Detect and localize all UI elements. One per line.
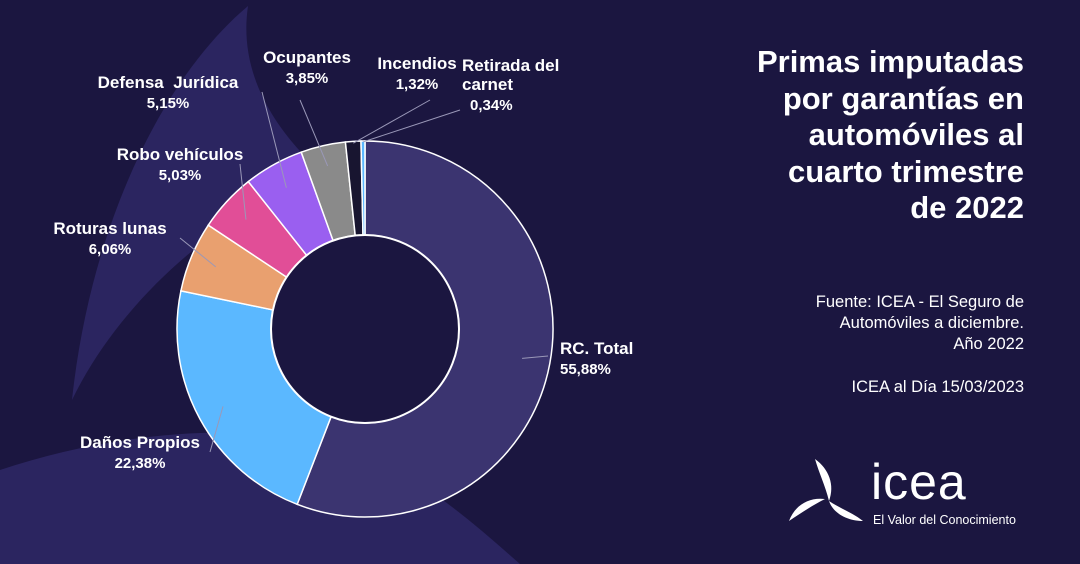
title-line: por garantías en [782,80,1024,116]
leader-line [179,237,217,268]
brand-tagline: El Valor del Conocimiento [873,513,1016,527]
slice-name-label: carnet [462,75,513,94]
slice-name-label: Retirada del [462,56,559,75]
slice-name-label: Roturas lunas [53,219,166,238]
slice-name-label: Robo vehículos [117,145,244,164]
slice-value-label: 5,03% [159,167,202,184]
source-line: Automóviles a diciembre. [839,314,1024,332]
leader-line [353,99,431,144]
slice-value-label: 55,88% [560,361,611,378]
slice-value-label: 0,34% [470,97,513,114]
slice-value-label: 5,15% [147,95,190,112]
title-line: Primas imputadas [756,44,1024,79]
slice-value-label: 3,85% [286,70,329,87]
slice-name-label: Incendios [377,54,456,73]
icea-logo: icea El Valor del Conocimiento [785,454,1035,535]
source-line: Fuente: ICEA - El Seguro de [815,293,1024,311]
slice-labels: RC. Total 55,88% Daños Propios 22,38% Rotura… [53,48,633,472]
donut-hole [270,234,460,424]
source-line: Año 2022 [953,335,1024,353]
slice-name-label: RC. Total [560,339,633,358]
leader-line [522,355,549,359]
brand-name: icea [871,454,967,510]
slice-name-label: Ocupantes [263,48,351,67]
leader-line [209,406,224,453]
title-line: de 2022 [910,190,1024,225]
leader-line [261,91,287,188]
slice-name-label: Defensa Jurídica [98,73,239,92]
decor-swirl-shape [0,432,520,564]
slice-value-label: 1,32% [396,76,439,93]
leader-line [299,99,329,167]
title-line: automóviles al [808,117,1024,152]
slice-name-label: Daños Propios [80,433,200,452]
title-line: cuarto trimestre [787,153,1024,189]
leader-line [362,109,461,143]
source-note: Fuente: ICEA - El Seguro de Automóviles … [724,292,1024,355]
icea-logo-mark-icon [789,459,863,521]
publication-date: ICEA al Día 15/03/2023 [851,378,1024,396]
leader-line [239,163,247,220]
leader-lines [179,91,549,453]
slice-value-label: 22,38% [115,455,166,472]
slice-value-label: 6,06% [89,241,132,258]
chart-title: Primas imputadas por garantías en automó… [684,44,1024,227]
